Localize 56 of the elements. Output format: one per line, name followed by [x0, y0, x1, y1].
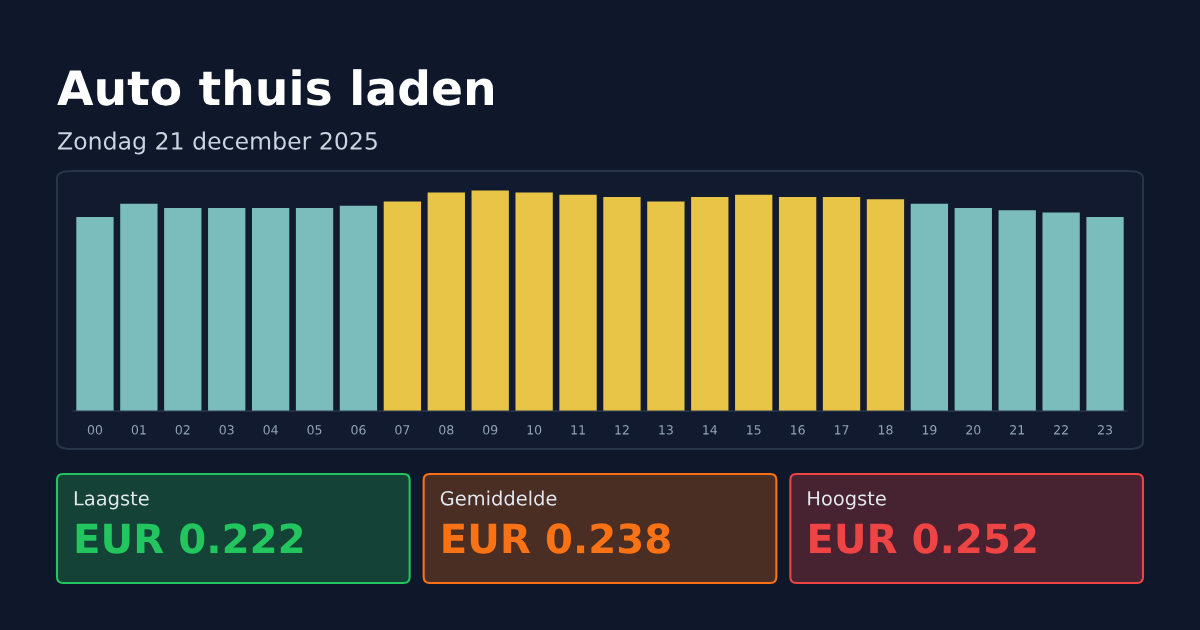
- bar: [427, 192, 465, 411]
- bar: [954, 208, 992, 411]
- x-tick-label: 17: [834, 425, 849, 435]
- x-tick-label: 02: [175, 425, 190, 435]
- bar: [735, 194, 773, 411]
- bar: [164, 208, 202, 411]
- bar: [603, 197, 641, 411]
- bar: [1042, 212, 1080, 411]
- chart-title: Auto thuis laden: [57, 69, 493, 106]
- bar: [120, 203, 158, 411]
- bar: [998, 210, 1036, 411]
- x-tick-label: 10: [527, 425, 542, 435]
- chart-subtitle: Zondag 21 december 2025: [58, 131, 377, 155]
- text: Laagste: [74, 491, 149, 510]
- bar: [251, 208, 290, 411]
- bar: [559, 194, 597, 411]
- x-tick-label: 23: [1098, 425, 1112, 435]
- text: EUR 0.252: [810, 523, 1036, 554]
- text: Gemiddelde: [440, 490, 557, 506]
- x-tick-label: 06: [351, 425, 366, 435]
- x-tick-label: 12: [615, 425, 629, 435]
- x-tick-label: 04: [263, 425, 278, 435]
- x-tick-label: 05: [307, 425, 322, 435]
- x-tick-label: 00: [87, 425, 103, 435]
- x-tick-label: 18: [878, 425, 893, 435]
- x-tick-label: 19: [922, 425, 937, 435]
- bar: [910, 203, 949, 411]
- bar: [1086, 216, 1124, 411]
- text: EUR 0.222: [76, 523, 303, 554]
- text: EUR 0.238: [443, 523, 670, 554]
- x-tick-label: 14: [703, 425, 718, 435]
- x-tick-label: 09: [483, 425, 498, 435]
- x-tick-label: 20: [966, 425, 981, 435]
- text: Hoogste: [808, 491, 886, 510]
- bar: [339, 205, 378, 411]
- x-tick-label: 11: [571, 425, 585, 435]
- bar: [76, 216, 114, 411]
- bar: [822, 197, 861, 411]
- x-tick-label: 03: [219, 425, 234, 435]
- bar: [778, 197, 817, 411]
- x-tick-label: 08: [439, 425, 454, 435]
- x-tick-label: 13: [659, 425, 673, 435]
- bar: [383, 201, 422, 411]
- bar: [515, 192, 553, 411]
- x-tick-label: 01: [131, 425, 146, 435]
- x-tick-label: 16: [791, 425, 805, 435]
- x-tick-label: 22: [1054, 425, 1068, 435]
- bar: [691, 197, 729, 411]
- x-tick-label: 15: [747, 425, 761, 435]
- bar: [471, 190, 509, 411]
- bar: [647, 201, 685, 411]
- bar: [866, 199, 905, 411]
- bar: [208, 208, 246, 411]
- bar: [295, 208, 334, 411]
- x-tick-label: 21: [1010, 425, 1025, 435]
- x-tick-label: 07: [395, 425, 410, 435]
